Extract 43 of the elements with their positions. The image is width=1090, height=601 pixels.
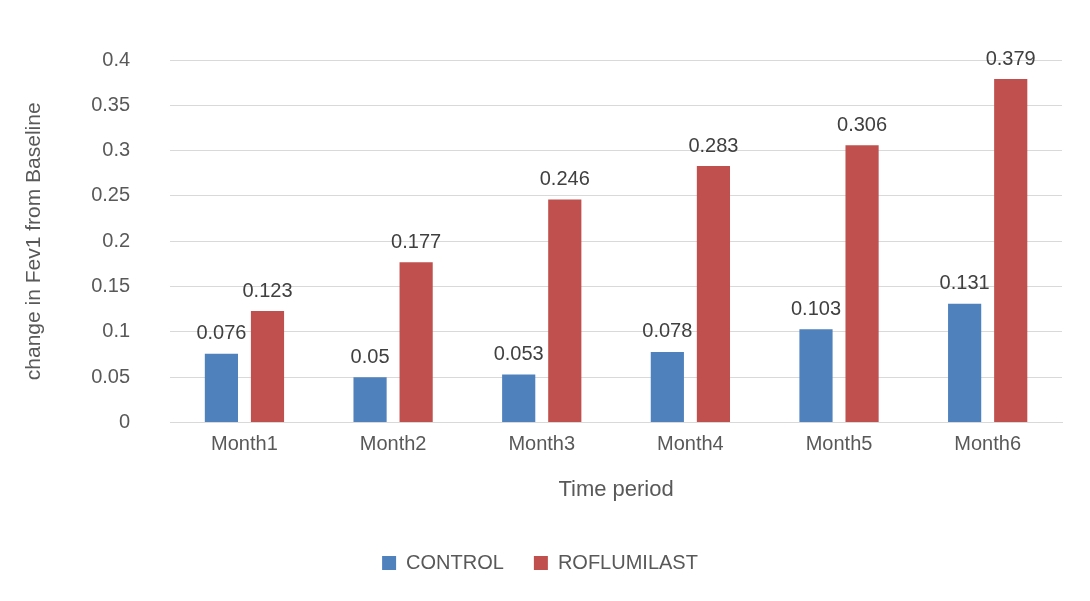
bar — [548, 199, 582, 423]
data-label: 0.103 — [790, 296, 842, 319]
data-label: 0.283 — [688, 133, 739, 156]
data-label: 0.076 — [196, 321, 247, 344]
bar — [799, 329, 833, 423]
data-label: 0.131 — [939, 271, 990, 294]
y-tick-label: 0.05 — [91, 364, 131, 387]
bar — [845, 145, 879, 423]
bar — [650, 351, 684, 423]
data-label: 0.306 — [837, 112, 888, 135]
data-label: 0.078 — [642, 319, 693, 342]
y-tick-label: 0.4 — [102, 47, 131, 70]
data-label: 0.379 — [985, 46, 1036, 69]
bar — [250, 311, 285, 423]
legend-label: ROFLUMILAST — [557, 550, 698, 573]
data-label: 0.05 — [350, 344, 390, 367]
x-axis-title: Time period — [558, 475, 674, 501]
x-tick-label: Month1 — [211, 432, 278, 455]
y-tick-label: 0.25 — [91, 183, 131, 206]
x-tick-label: Month4 — [657, 432, 724, 455]
x-tick-label: Month5 — [805, 432, 873, 455]
y-tick-label: 0 — [119, 410, 131, 433]
data-label: 0.053 — [493, 342, 544, 365]
y-axis-title: change in Fev1 from Baseline — [21, 102, 45, 381]
data-label: 0.246 — [539, 167, 590, 190]
y-tick-label: 0.15 — [91, 274, 131, 297]
bar — [204, 353, 238, 423]
y-tick-label: 0.35 — [91, 92, 131, 115]
data-label: 0.123 — [242, 278, 293, 301]
bar — [696, 166, 731, 423]
x-tick-label: Month2 — [359, 432, 427, 455]
y-tick-label: 0.3 — [102, 138, 131, 161]
x-tick-label: Month6 — [954, 432, 1022, 455]
legend-label: CONTROL — [406, 550, 504, 573]
y-tick-label: 0.1 — [102, 319, 131, 342]
bar — [502, 374, 536, 423]
data-label: 0.177 — [391, 229, 442, 252]
bar — [994, 79, 1028, 423]
x-tick-label: Month3 — [508, 432, 576, 455]
y-tick-label: 0.2 — [102, 228, 131, 251]
bar — [353, 377, 387, 423]
bar — [399, 262, 433, 423]
bar — [948, 303, 982, 423]
